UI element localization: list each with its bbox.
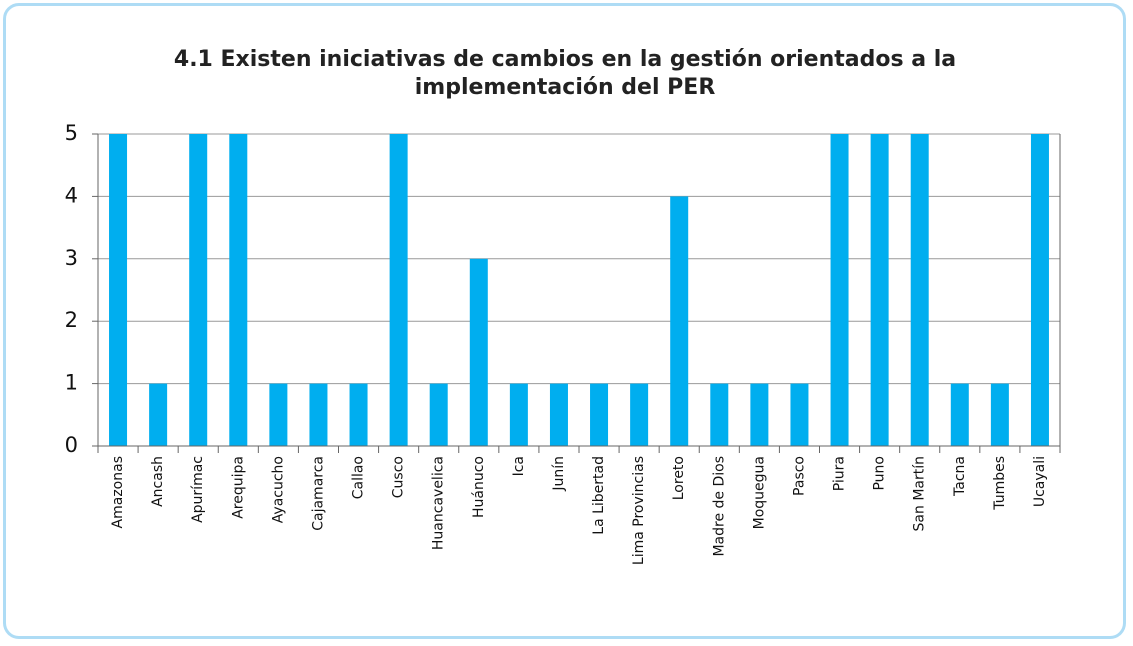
x-tick-label: Pasco — [791, 456, 807, 496]
bar — [269, 383, 288, 446]
bar — [1030, 134, 1049, 446]
bar — [710, 383, 729, 446]
x-tick-label: Huánuco — [471, 456, 487, 518]
bar — [750, 383, 769, 446]
x-tick-label: Ucayali — [1032, 456, 1048, 507]
bar — [950, 383, 969, 446]
y-tick-label: 5 — [65, 121, 78, 145]
y-tick-label: 1 — [65, 371, 78, 395]
x-tick-label: Madre de Dios — [711, 456, 727, 557]
bar — [389, 134, 408, 446]
bar — [109, 134, 128, 446]
x-tick-label: Lima Provincias — [631, 456, 647, 565]
bar — [830, 134, 849, 446]
x-tick-label: San Martín — [912, 456, 928, 531]
x-tick-label: Huancavelica — [431, 456, 447, 550]
x-tick-label: Tumbes — [992, 456, 1008, 511]
bar — [790, 383, 809, 446]
bar — [229, 134, 248, 446]
x-tick-label: Arequipa — [230, 456, 246, 519]
bar — [910, 134, 929, 446]
bar — [590, 383, 609, 446]
bar — [549, 383, 568, 446]
frame — [3, 3, 1126, 639]
x-tick-label: Apurímac — [190, 456, 206, 523]
bar — [309, 383, 328, 446]
x-tick-label: Loreto — [671, 456, 687, 500]
x-tick-label: Piura — [832, 456, 848, 491]
bar — [149, 383, 168, 446]
x-tick-label: Callao — [351, 456, 367, 499]
y-tick-label: 3 — [65, 246, 78, 270]
x-tick-label: Junín — [551, 456, 567, 492]
bar — [509, 383, 528, 446]
bar — [630, 383, 649, 446]
bar — [670, 196, 689, 446]
x-tick-label: Ancash — [150, 456, 166, 507]
y-tick-label: 2 — [65, 308, 78, 332]
x-tick-label: Puno — [872, 456, 888, 491]
x-tick-label: Ica — [511, 456, 527, 476]
bar — [990, 383, 1009, 446]
y-tick-label: 4 — [65, 183, 78, 207]
bar — [429, 383, 448, 446]
x-tick-label: Amazonas — [110, 456, 126, 528]
x-tick-label: Cajamarca — [310, 456, 326, 531]
x-tick-label: Cusco — [391, 456, 407, 498]
x-tick-label: Ayacucho — [270, 456, 286, 523]
x-tick-label: Moquegua — [751, 456, 767, 529]
bar — [469, 258, 488, 446]
y-tick-label: 0 — [65, 433, 78, 457]
bar — [189, 134, 208, 446]
bar — [349, 383, 368, 446]
bar — [870, 134, 889, 446]
chart-title: 4.1 Existen iniciativas de cambios en la… — [173, 47, 957, 100]
x-tick-label: Tacna — [952, 456, 968, 497]
x-tick-label: La Libertad — [591, 456, 607, 535]
